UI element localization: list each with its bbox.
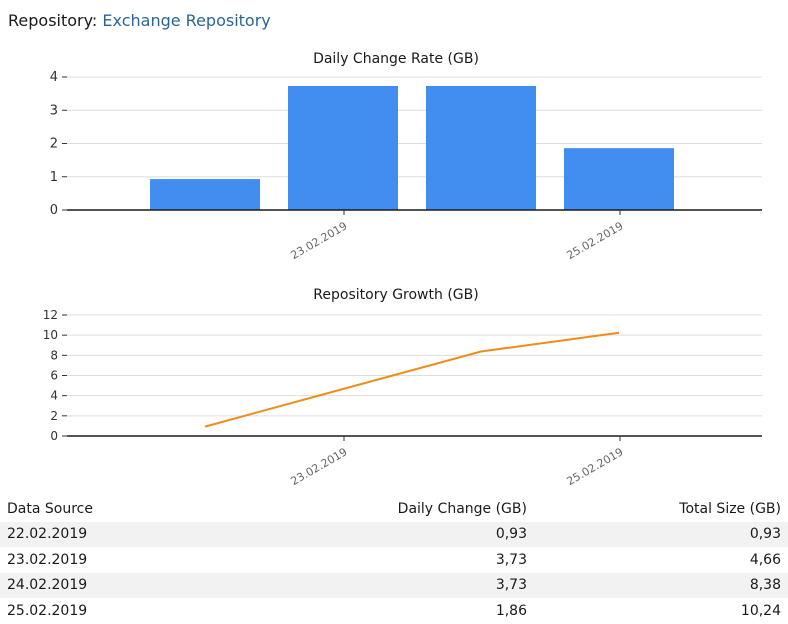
growth-series-line: [204, 331, 620, 428]
bar-chart-y-axis: 0 1 2 3 4: [50, 70, 67, 218]
cell-total-size: 8,38: [749, 577, 781, 594]
cell-data-source: 24.02.2019: [7, 577, 88, 594]
y-tick-label: 2: [50, 137, 58, 152]
repository-growth-chart: Repository Growth (GB) 0 2 4 6 8 10 12 23.02.2…: [43, 287, 762, 488]
bar-chart-title: Daily Change Rate (GB): [313, 51, 479, 67]
y-tick-label: 0: [50, 429, 58, 443]
bar-24.02.2019[interactable]: [426, 85, 536, 210]
line-chart-x-axis: 23.02.2019 25.02.2019: [288, 436, 626, 488]
cell-total-size: 4,66: [749, 551, 781, 568]
column-header-total-size[interactable]: Total Size (GB): [679, 500, 781, 517]
y-tick-label: 10: [43, 328, 58, 342]
y-tick-label: 1: [50, 170, 58, 185]
table-row: 23.02.2019 3,73 4,66: [0, 547, 788, 573]
cell-daily-change: 3,73: [495, 577, 527, 594]
line-chart-grid: [67, 314, 762, 417]
line-chart-title: Repository Growth (GB): [313, 287, 478, 303]
table-header-row: Data Source Daily Change (GB) Total Size…: [0, 496, 788, 522]
bar-25.02.2019[interactable]: [564, 148, 674, 210]
repository-data-table: Data Source Daily Change (GB) Total Size…: [0, 496, 788, 624]
cell-daily-change: 1,86: [495, 602, 527, 619]
x-tick-label: 25.02.2019: [564, 445, 625, 488]
x-tick-label: 23.02.2019: [288, 219, 349, 262]
y-tick-label: 12: [43, 308, 58, 322]
y-tick-label: 3: [50, 103, 58, 118]
cell-daily-change: 0,93: [495, 526, 527, 543]
cell-data-source: 22.02.2019: [7, 526, 88, 543]
table-row: 22.02.2019 0,93 0,93: [0, 521, 788, 547]
y-tick-label: 0: [50, 203, 58, 218]
x-tick-label: 23.02.2019: [288, 445, 349, 488]
x-tick-label: 25.02.2019: [564, 219, 625, 262]
bar-23.02.2019[interactable]: [288, 85, 398, 210]
bar-chart-x-axis: 23.02.2019 25.02.2019: [288, 210, 626, 262]
bar-22.02.2019[interactable]: [150, 179, 260, 210]
repository-heading: Repository: Exchange Repository: [8, 11, 271, 30]
cell-total-size: 10,24: [740, 602, 781, 619]
y-tick-label: 2: [50, 409, 58, 423]
y-tick-label: 8: [50, 348, 58, 362]
column-header-data-source[interactable]: Data Source: [7, 500, 93, 517]
y-tick-label: 4: [50, 70, 58, 85]
y-tick-label: 4: [50, 389, 58, 403]
cell-data-source: 25.02.2019: [7, 602, 88, 619]
cell-total-size: 0,93: [749, 526, 781, 543]
repository-label: Repository:: [8, 11, 98, 30]
column-header-daily-change[interactable]: Daily Change (GB): [397, 500, 527, 517]
y-tick-label: 6: [50, 369, 58, 383]
line-chart-y-axis: 0 2 4 6 8 10 12: [43, 308, 67, 443]
cell-daily-change: 3,73: [495, 551, 527, 568]
table-row: 24.02.2019 3,73 8,38: [0, 572, 788, 598]
bar-chart-bars: [150, 85, 674, 210]
table-row: 25.02.2019 1,86 10,24: [0, 598, 788, 624]
cell-data-source: 23.02.2019: [7, 551, 88, 568]
repository-name-link[interactable]: Exchange Repository: [102, 11, 271, 30]
